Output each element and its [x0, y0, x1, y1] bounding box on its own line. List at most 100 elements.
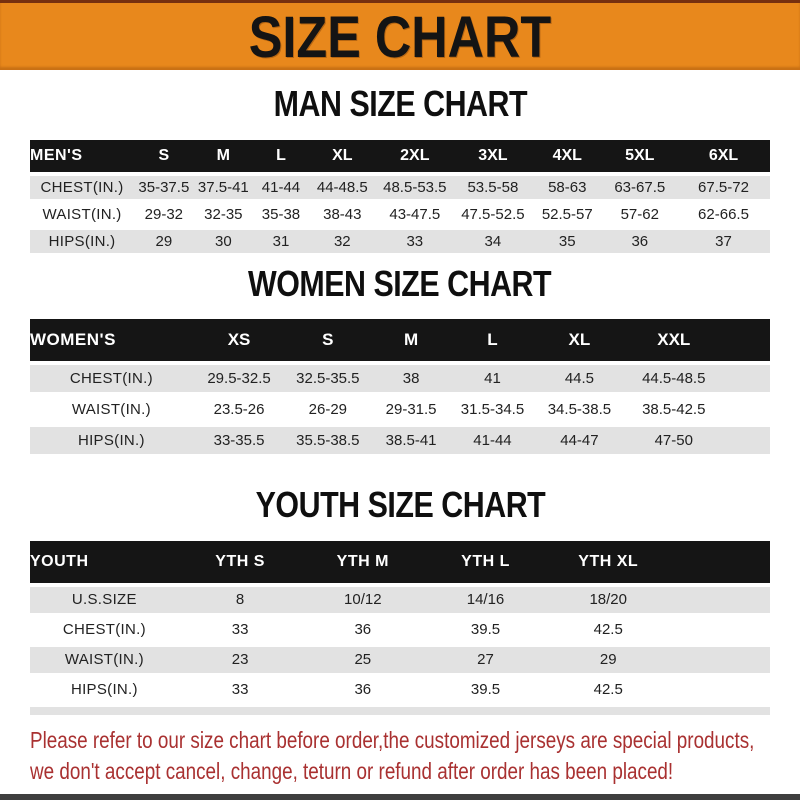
size-cell: 36: [301, 616, 425, 643]
disclaimer: Please refer to our size chart before or…: [30, 725, 800, 788]
size-cell: 23.5-26: [192, 396, 286, 424]
size-cell: 42.5: [546, 616, 670, 643]
table-row: CHEST(IN.) 33 36 39.5 42.5: [30, 616, 770, 643]
size-cell: 35-38: [253, 203, 309, 227]
cell-filler: [669, 646, 770, 673]
size-cell: 62-66.5: [676, 203, 770, 227]
size-column-header: XL: [308, 140, 376, 173]
cell-filler: [669, 616, 770, 643]
size-cell: 63-67.5: [602, 176, 677, 200]
row-label: CHEST(IN.): [30, 616, 179, 643]
women-header-row: WOMEN'S XS S M L XL XXL: [30, 319, 770, 362]
youth-table-footer-strip: [30, 706, 770, 715]
table-row: HIPS(IN.) 29 30 31 32 33 34 35 36 37: [30, 230, 770, 254]
size-cell: 58-63: [531, 176, 603, 200]
size-cell: 35.5-38.5: [285, 427, 371, 455]
disclaimer-line-1: Please refer to our size chart before or…: [30, 726, 755, 753]
size-cell: 57-62: [602, 203, 677, 227]
row-label: HIPS(IN.): [30, 230, 135, 254]
size-column-header: XXL: [625, 319, 722, 362]
size-cell: 33-35.5: [192, 427, 286, 455]
banner-title: SIZE CHART: [248, 2, 552, 70]
size-cell: 33: [178, 676, 302, 703]
size-column-header: 5XL: [602, 140, 677, 173]
size-cell: 48.5-53.5: [375, 176, 454, 200]
row-label: CHEST(IN.): [30, 365, 193, 393]
table-row: CHEST(IN.) 35-37.5 37.5-41 41-44 44-48.5 48.5…: [30, 176, 770, 200]
size-cell: 33: [178, 616, 302, 643]
size-cell: 52.5-57: [531, 203, 603, 227]
table-row: CHEST(IN.) 29.5-32.5 32.5-35.5 38 41 44.5 44.5…: [30, 365, 770, 393]
row-label: HIPS(IN.): [30, 427, 193, 455]
size-cell: 30: [193, 230, 254, 254]
size-column-header: 6XL: [676, 140, 770, 173]
size-cell: 32.5-35.5: [285, 365, 371, 393]
size-cell: 25: [301, 646, 425, 673]
size-cell: 44-47: [533, 427, 626, 455]
size-cell: 41: [451, 365, 534, 393]
size-column-header: M: [370, 319, 452, 362]
men-size-table: MEN'S S M L XL 2XL 3XL 4XL 5XL 6XL CHEST(IN.) 35-37…: [30, 136, 770, 257]
row-label: U.S.SIZE: [30, 586, 179, 613]
size-cell: 23: [178, 646, 302, 673]
size-column-header: XL: [533, 319, 626, 362]
group-label: MEN'S: [30, 140, 135, 173]
youth-size-chart-title: YOUTH SIZE CHART: [0, 485, 800, 526]
table-row: HIPS(IN.) 33 36 39.5 42.5: [30, 676, 770, 703]
women-size-chart-title: WOMEN SIZE CHART: [0, 263, 800, 305]
cell-filler: [721, 365, 770, 393]
women-size-table: WOMEN'S XS S M L XL XXL CHEST(IN.) 29.5-32.5 32.5…: [30, 315, 770, 458]
size-cell: 10/12: [301, 586, 425, 613]
size-cell: 38-43: [308, 203, 376, 227]
size-cell: 41-44: [451, 427, 534, 455]
size-cell: 29-32: [134, 203, 194, 227]
men-header-row: MEN'S S M L XL 2XL 3XL 4XL 5XL 6XL: [30, 140, 770, 173]
size-cell: 38.5-42.5: [625, 396, 722, 424]
size-column-header: M: [193, 140, 254, 173]
size-cell: 38.5-41: [370, 427, 452, 455]
size-column-header: XS: [192, 319, 286, 362]
youth-size-chart-title-text: YOUTH SIZE CHART: [255, 485, 545, 526]
size-cell: 37: [676, 230, 770, 254]
size-cell: 32: [308, 230, 376, 254]
size-column-header: 3XL: [453, 140, 532, 173]
disclaimer-line-2: we don't accept cancel, change, teturn o…: [30, 758, 674, 785]
size-cell: 29: [546, 646, 670, 673]
youth-size-table: YOUTH YTH S YTH M YTH L YTH XL U.S.SIZE 8 10/12…: [30, 537, 770, 707]
row-label: WAIST(IN.): [30, 646, 179, 673]
size-cell: 31: [253, 230, 309, 254]
size-cell: 27: [424, 646, 547, 673]
size-cell: 8: [178, 586, 302, 613]
cell-filler: [669, 586, 770, 613]
size-column-header: YTH M: [301, 540, 425, 583]
size-cell: 47-50: [625, 427, 722, 455]
size-chart-banner: SIZE CHART: [0, 0, 800, 70]
table-row: WAIST(IN.) 23.5-26 26-29 29-31.5 31.5-34.5 34…: [30, 396, 770, 424]
size-cell: 47.5-52.5: [453, 203, 532, 227]
size-cell: 14/16: [424, 586, 547, 613]
row-label: WAIST(IN.): [30, 203, 135, 227]
size-cell: 32-35: [193, 203, 254, 227]
size-column-header: YTH S: [178, 540, 302, 583]
header-filler: [721, 319, 770, 362]
size-cell: 33: [375, 230, 454, 254]
size-cell: 37.5-41: [193, 176, 254, 200]
table-row: U.S.SIZE 8 10/12 14/16 18/20: [30, 586, 770, 613]
size-cell: 53.5-58: [453, 176, 532, 200]
size-cell: 29-31.5: [370, 396, 452, 424]
size-cell: 44.5: [533, 365, 626, 393]
bottom-border-bar: [0, 794, 800, 800]
size-cell: 34.5-38.5: [533, 396, 626, 424]
size-cell: 18/20: [546, 586, 670, 613]
size-column-header: L: [451, 319, 534, 362]
size-cell: 26-29: [285, 396, 371, 424]
size-column-header: YTH XL: [546, 540, 670, 583]
size-cell: 44.5-48.5: [625, 365, 722, 393]
size-cell: 29: [134, 230, 194, 254]
women-size-chart-title-text: WOMEN SIZE CHART: [248, 263, 552, 305]
group-label: YOUTH: [30, 540, 179, 583]
cell-filler: [721, 427, 770, 455]
cell-filler: [721, 396, 770, 424]
size-cell: 36: [602, 230, 677, 254]
size-cell: 43-47.5: [375, 203, 454, 227]
